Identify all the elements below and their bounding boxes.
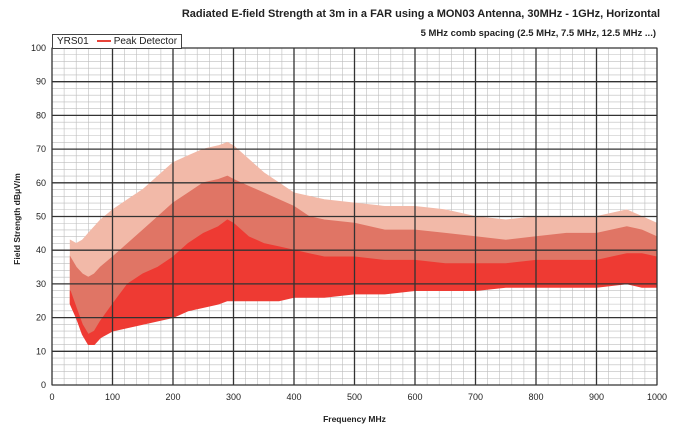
x-tick-label: 100 xyxy=(105,392,120,402)
legend-entry-yrs01: YRS01 xyxy=(57,36,89,47)
y-tick-labels: 0 10 20 30 40 50 60 70 80 90 100 xyxy=(31,43,46,390)
legend-entry-peak-detector: Peak Detector xyxy=(96,36,178,47)
y-tick-label: 20 xyxy=(36,313,46,323)
x-axis-label: Frequency MHz xyxy=(323,414,386,424)
y-tick-label: 10 xyxy=(36,346,46,356)
y-axis-label: Field Strength dBμV/m xyxy=(12,173,22,265)
y-tick-label: 100 xyxy=(31,43,46,53)
legend-label-peak-detector: Peak Detector xyxy=(113,36,178,47)
legend: YRS01 Peak Detector xyxy=(52,34,183,49)
x-tick-labels: 0 100 200 300 400 500 600 700 800 900 1000 xyxy=(49,392,667,402)
x-tick-label: 600 xyxy=(407,392,422,402)
x-tick-label: 800 xyxy=(528,392,543,402)
y-tick-label: 0 xyxy=(41,380,46,390)
series-layer xyxy=(69,141,658,345)
y-tick-label: 30 xyxy=(36,279,46,289)
x-tick-label: 1000 xyxy=(647,392,667,402)
y-tick-label: 60 xyxy=(36,178,46,188)
x-tick-label: 0 xyxy=(49,392,54,402)
chart-title: Radiated E-field Strength at 3m in a FAR… xyxy=(181,8,660,20)
chart-subtitle: 5 MHz comb spacing (2.5 MHz, 7.5 MHz, 12… xyxy=(420,28,656,39)
plot-frame xyxy=(51,47,658,386)
legend-swatch xyxy=(96,40,111,43)
y-tick-label: 80 xyxy=(36,110,46,120)
x-tick-label: 400 xyxy=(286,392,301,402)
y-tick-label: 70 xyxy=(36,144,46,154)
y-tick-label: 50 xyxy=(36,212,46,222)
y-tick-label: 40 xyxy=(36,245,46,255)
x-tick-label: 900 xyxy=(589,392,604,402)
y-tick-label: 90 xyxy=(36,77,46,87)
x-tick-label: 700 xyxy=(468,392,483,402)
x-tick-label: 300 xyxy=(226,392,241,402)
x-tick-label: 200 xyxy=(165,392,180,402)
x-tick-label: 500 xyxy=(347,392,362,402)
